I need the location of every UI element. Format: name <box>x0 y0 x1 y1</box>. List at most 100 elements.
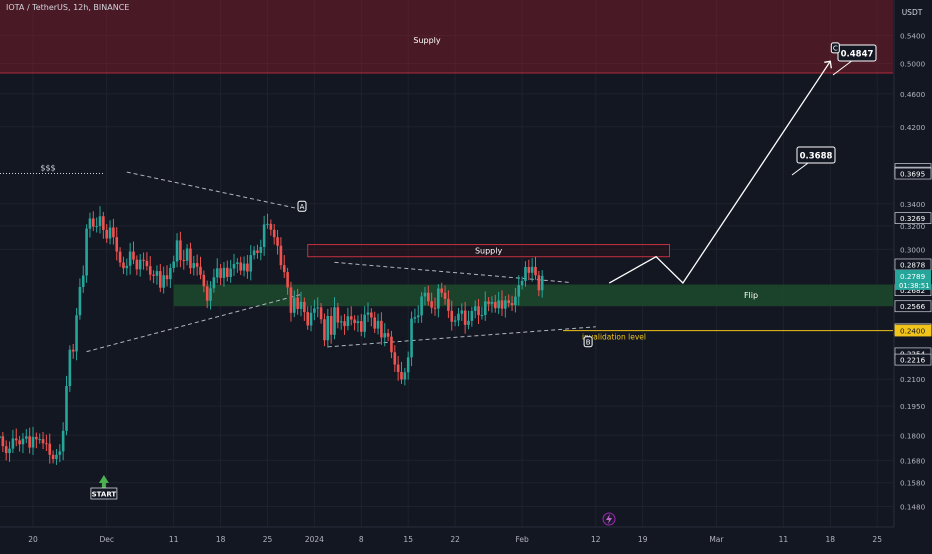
x-tick-label: 20 <box>28 535 38 544</box>
current-price-label: 0.2789 <box>900 272 926 281</box>
candle-body <box>242 263 246 271</box>
price-label: 0.2400 <box>900 327 926 336</box>
candle-body <box>88 218 92 229</box>
y-tick-label: 0.3400 <box>900 200 926 209</box>
candle-body <box>195 263 199 267</box>
candle-body <box>333 307 336 335</box>
target-2-pointer <box>832 59 854 76</box>
candle-body <box>202 274 206 287</box>
y-tick-label: 0.4200 <box>900 123 926 132</box>
candle-body <box>296 297 299 309</box>
candle-body <box>252 250 256 256</box>
candle-body <box>212 277 216 289</box>
candle-body <box>336 307 340 323</box>
y-tick-label: 0.1580 <box>900 479 926 488</box>
candle-body <box>494 302 497 309</box>
x-tick-label: 12 <box>591 535 601 544</box>
candle-body <box>145 260 149 267</box>
candle-body <box>58 451 62 455</box>
candle-body <box>118 251 122 263</box>
x-tick-label: 2024 <box>305 535 324 544</box>
candle-body <box>246 263 249 272</box>
projection-arrowhead <box>824 60 832 69</box>
candle-body <box>175 240 179 262</box>
candle-body <box>460 310 464 314</box>
candle-body <box>450 310 454 322</box>
wave-b-label: B <box>586 338 591 346</box>
candle-body <box>366 312 370 315</box>
supply-zone-mid <box>307 244 670 258</box>
zones-layer: Supply Flip Supply <box>0 0 893 307</box>
candle-body <box>390 336 393 353</box>
supply-zone-mid-label: Supply <box>475 247 503 256</box>
flip-zone <box>173 284 893 307</box>
candle-body <box>286 272 289 288</box>
candle-body <box>18 440 21 445</box>
candle-body <box>85 228 88 276</box>
annotations-layer: $$$ invalidation level 0.3688 0.4847 A B C STAR… <box>40 42 877 526</box>
y-tick-label: 0.1950 <box>900 402 926 411</box>
candle-body <box>326 316 330 341</box>
target-2-label: 0.4847 <box>841 49 874 59</box>
candle-body <box>239 262 242 271</box>
candle-body <box>453 320 457 322</box>
candle-body <box>343 321 346 327</box>
supply-zone-top-label: Supply <box>413 36 441 45</box>
price-label-box <box>894 300 932 313</box>
candle-body <box>339 321 343 323</box>
candle-body <box>172 261 175 269</box>
candle-body <box>262 224 266 247</box>
candle-body <box>396 364 400 372</box>
candle-body <box>370 312 373 318</box>
candle-body <box>433 307 437 309</box>
y-tick-label: 0.3000 <box>900 245 926 254</box>
candle-body <box>55 454 58 460</box>
wave-c-label-box <box>830 42 840 54</box>
candle-body <box>1 436 5 447</box>
candle-body <box>81 275 85 288</box>
candle-body <box>323 319 326 341</box>
candle-body <box>440 288 443 293</box>
y-tick-label: 0.5400 <box>900 31 926 40</box>
candle-body <box>329 316 333 335</box>
grid-layer <box>0 0 893 527</box>
candle-body <box>28 436 31 448</box>
start-label: START <box>92 491 117 499</box>
supply-zone-top <box>0 0 893 74</box>
y-tick-label: 0.1800 <box>900 431 926 440</box>
liquidity-label: $$$ <box>40 164 55 173</box>
candle-body <box>185 248 189 261</box>
candle-body <box>289 287 293 313</box>
candle-body <box>299 301 303 309</box>
wave-b-label-box <box>583 336 593 348</box>
start-arrow <box>98 475 109 488</box>
candle-body <box>95 226 98 228</box>
candle-body <box>303 301 306 313</box>
candle-body <box>540 275 544 291</box>
candle-body <box>430 301 433 308</box>
candle-body <box>363 314 366 332</box>
candle-body <box>205 286 209 301</box>
price-label: 0.3269 <box>900 214 926 223</box>
candle-body <box>11 438 15 449</box>
candle-body <box>31 436 35 448</box>
candle-body <box>427 292 430 302</box>
candle-body <box>222 267 226 278</box>
x-tick-label: 22 <box>450 535 460 544</box>
candle-body <box>507 300 510 303</box>
y-tick-label: 0.1680 <box>900 456 926 465</box>
candle-body <box>35 436 38 440</box>
current-price-countdown: 01:38:51 <box>899 282 930 290</box>
candle-body <box>316 307 320 309</box>
candle-body <box>306 312 309 326</box>
candle-body <box>376 320 380 329</box>
candle-body <box>470 310 474 321</box>
candle-body <box>406 357 410 373</box>
y-tick-label: 0.3200 <box>900 222 926 231</box>
candle-body <box>504 300 507 309</box>
candle-body <box>276 237 279 246</box>
trendlines-layer <box>0 60 893 353</box>
